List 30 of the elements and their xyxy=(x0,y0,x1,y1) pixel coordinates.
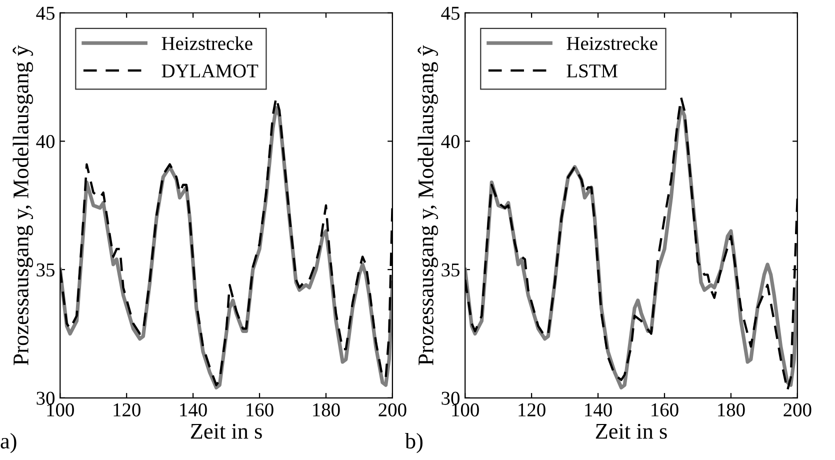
y-tick-label: 30 xyxy=(36,392,55,405)
x-tick-label: 120 xyxy=(114,403,140,416)
x-tick-label: 160 xyxy=(246,403,274,416)
y-tick-label: 40 xyxy=(36,135,55,148)
y-axis-title: Prozessausgang y, Modellausgang ŷ xyxy=(418,45,438,366)
x-tick-label: 200 xyxy=(784,403,812,416)
x-tick-label: 120 xyxy=(518,403,546,416)
x-tick-label: 100 xyxy=(47,403,74,416)
y-tick-label: 35 xyxy=(36,263,54,276)
x-axis-title: Zeit in s xyxy=(190,424,262,439)
x-tick-label: 180 xyxy=(313,403,340,416)
x-axis-title: Zeit in s xyxy=(596,424,667,439)
legend-label: DYLAMOT xyxy=(162,64,258,78)
legend-label: Heizstrecke xyxy=(162,36,252,50)
x-tick-label: 140 xyxy=(585,403,612,416)
x-tick-label: 180 xyxy=(718,403,745,416)
legend-label: LSTM xyxy=(566,64,618,78)
x-tick-label: 160 xyxy=(652,403,678,416)
text: a) xyxy=(0,432,16,454)
x-tick-label: 140 xyxy=(180,403,207,416)
text: b) xyxy=(404,432,423,454)
x-tick-label: 200 xyxy=(378,403,406,416)
y-tick-label: 30 xyxy=(442,392,460,405)
y-tick-label: 45 xyxy=(441,6,460,20)
y-tick-label: 45 xyxy=(36,6,54,20)
y-tick-label: 40 xyxy=(441,135,460,148)
y-tick-label: 35 xyxy=(442,263,460,276)
y-axis-title: Prozessausgang y, Modellausgang ŷ xyxy=(12,45,34,366)
legend-label: Heizstrecke xyxy=(566,36,658,50)
x-tick-label: 100 xyxy=(452,403,479,416)
